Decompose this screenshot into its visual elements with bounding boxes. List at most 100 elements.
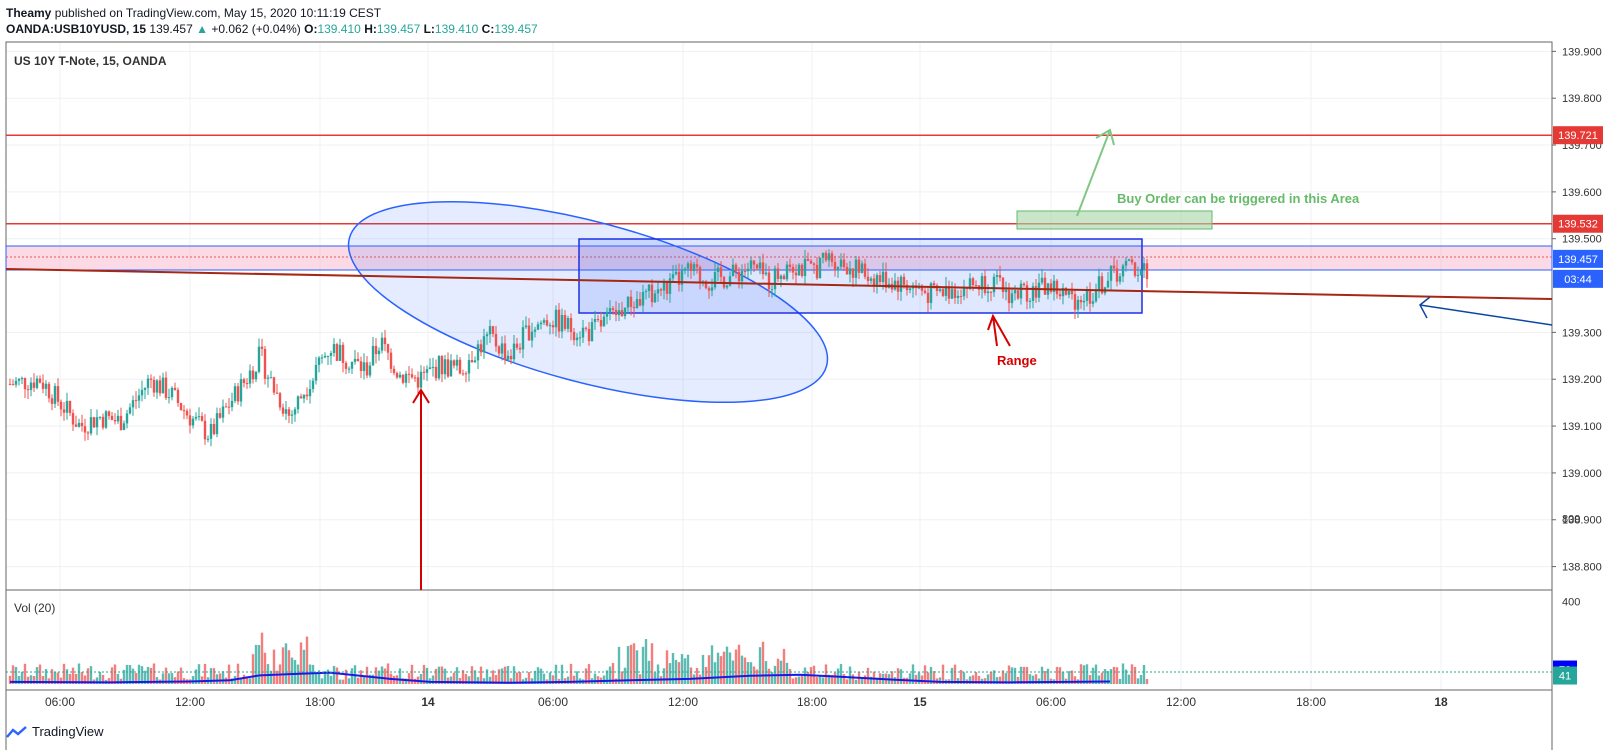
volume-bar — [566, 676, 570, 684]
volume-bar — [647, 660, 651, 684]
volume-bar — [962, 672, 966, 684]
candle-body — [188, 415, 192, 426]
candle-body — [212, 423, 216, 435]
range-box[interactable] — [578, 238, 1143, 314]
volume-bar — [656, 664, 660, 684]
candle-body — [83, 426, 87, 433]
candle-body — [485, 334, 489, 337]
volume-bar — [467, 676, 471, 684]
candle-body — [929, 283, 933, 303]
volume-bar — [275, 670, 279, 684]
candle-body — [1031, 286, 1035, 301]
volume-bar — [260, 632, 264, 684]
volume-bar — [737, 644, 741, 684]
volume-bar — [1139, 674, 1143, 684]
volume-bar — [494, 675, 498, 684]
candle-body — [860, 263, 864, 273]
volume-bar — [161, 673, 165, 684]
volume-axis[interactable]: 800 400 — [1562, 514, 1580, 609]
volume-bar — [20, 671, 24, 684]
candle-body — [725, 285, 729, 288]
time-tick-label: 06:00 — [45, 695, 75, 709]
candle-body — [830, 253, 834, 263]
volume-bar — [317, 670, 321, 684]
candle-body — [458, 359, 462, 374]
candle-body — [359, 361, 363, 372]
candle-body — [1073, 294, 1077, 310]
candle-body — [1010, 293, 1014, 304]
volume-bar — [569, 663, 573, 684]
volume-bar — [677, 662, 681, 684]
footer-brand[interactable]: TradingView — [6, 724, 104, 739]
volume-bar — [776, 658, 780, 684]
candle-body — [995, 275, 999, 277]
candle-body — [809, 260, 813, 264]
candle-body — [617, 310, 621, 316]
candle-body — [491, 326, 495, 334]
volume-bar — [227, 664, 231, 684]
candle-body — [152, 379, 156, 393]
candle-body — [323, 355, 327, 358]
candle-body — [662, 280, 666, 291]
price-axis[interactable]: 139.900139.800139.700139.600139.500139.3… — [1552, 46, 1602, 574]
low-value: 139.410 — [434, 22, 479, 36]
candle-body — [137, 395, 141, 401]
candle-body — [734, 264, 738, 272]
candle-body — [281, 407, 285, 414]
volume-label-text: 41 — [1559, 671, 1571, 683]
price-label-text: 139.532 — [1558, 219, 1598, 231]
volume-bar — [584, 668, 588, 684]
volume-bar — [839, 664, 843, 684]
candle-body — [845, 266, 849, 275]
candle-body — [209, 423, 213, 439]
candle-body — [632, 306, 636, 309]
volume-bar — [572, 675, 576, 684]
volume-bar — [1091, 667, 1095, 684]
volume-bar — [191, 676, 195, 684]
volume-bar — [995, 677, 999, 684]
candle-body — [224, 406, 228, 408]
volume-bar — [644, 639, 648, 684]
volume-bar — [770, 672, 774, 684]
trend-line[interactable] — [5, 268, 1553, 300]
volume-bar — [359, 670, 363, 684]
candle-body — [65, 400, 69, 413]
volume-bar — [740, 655, 744, 684]
candle-body — [284, 409, 288, 414]
volume-tick-label: 800 — [1562, 514, 1580, 526]
candle-body — [581, 327, 585, 338]
candle-body — [578, 337, 582, 339]
volume-bar — [95, 677, 99, 684]
blue-arrow-head-icon — [1419, 296, 1431, 319]
time-axis[interactable]: 06:00 12:00 18:00 14 06:00 12:00 18:00 15 06:00 1… — [45, 695, 1448, 709]
volume-bar — [1145, 679, 1149, 684]
volume-bar — [1055, 666, 1059, 684]
candle-body — [647, 284, 651, 292]
author-name[interactable]: Theamy — [6, 6, 52, 20]
candle-body — [944, 286, 948, 296]
volume-bar — [959, 670, 963, 684]
candle-body — [872, 278, 876, 287]
time-tick-label: 18:00 — [797, 695, 827, 709]
volume-bar — [593, 673, 597, 684]
price-tick-label: 139.100 — [1562, 421, 1602, 433]
candle-body — [383, 337, 387, 345]
candle-body — [758, 262, 762, 269]
candle-body — [947, 286, 951, 299]
candle-body — [455, 359, 459, 366]
volume-bar — [509, 678, 513, 684]
volume-bar — [50, 669, 54, 684]
volume-bar — [845, 679, 849, 684]
candle-body — [1037, 282, 1041, 298]
volume-bar — [635, 650, 639, 684]
candle-body — [779, 275, 783, 280]
volume-bar — [899, 669, 903, 684]
candle-body — [968, 278, 972, 289]
buy-order-area[interactable] — [1016, 210, 1213, 230]
candle-body — [407, 373, 411, 375]
accumulation-ellipse[interactable] — [329, 161, 848, 443]
candle-body — [1079, 299, 1083, 303]
brand-name: TradingView — [32, 724, 104, 739]
